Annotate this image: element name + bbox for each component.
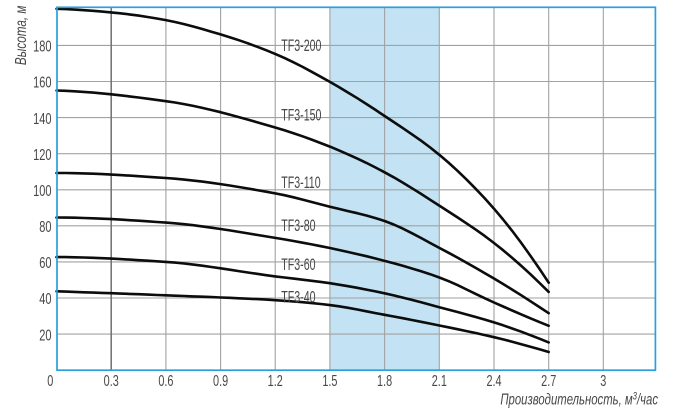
svg-text:TF3-40: TF3-40 (281, 288, 315, 307)
svg-text:40: 40 (39, 290, 52, 307)
svg-text:TF3-60: TF3-60 (281, 256, 315, 275)
svg-text:20: 20 (39, 326, 52, 343)
svg-text:2.4: 2.4 (486, 372, 501, 390)
svg-text:TF3-80: TF3-80 (281, 217, 315, 236)
svg-text:120: 120 (33, 146, 52, 163)
svg-text:TF3-110: TF3-110 (281, 174, 320, 193)
svg-text:160: 160 (33, 74, 52, 91)
svg-text:180: 180 (33, 38, 52, 55)
svg-text:TF3-200: TF3-200 (281, 37, 321, 56)
svg-text:2.1: 2.1 (432, 372, 447, 390)
svg-text:Высота, м: Высота, м (11, 5, 29, 65)
svg-text:0: 0 (47, 372, 53, 390)
svg-text:60: 60 (39, 254, 52, 271)
svg-text:3: 3 (600, 372, 606, 390)
svg-text:140: 140 (33, 110, 52, 127)
svg-text:1.5: 1.5 (322, 372, 337, 390)
svg-text:100: 100 (33, 182, 52, 199)
svg-text:Производительность, м3/час: Производительность, м3/час (500, 389, 658, 407)
svg-text:0.3: 0.3 (104, 372, 119, 390)
svg-text:1.2: 1.2 (268, 372, 283, 390)
svg-text:0.9: 0.9 (213, 372, 228, 390)
svg-text:2.7: 2.7 (541, 372, 556, 390)
svg-text:80: 80 (39, 218, 52, 235)
svg-text:TF3-150: TF3-150 (281, 106, 321, 125)
svg-text:0.6: 0.6 (158, 372, 173, 390)
svg-text:1.8: 1.8 (377, 372, 392, 390)
